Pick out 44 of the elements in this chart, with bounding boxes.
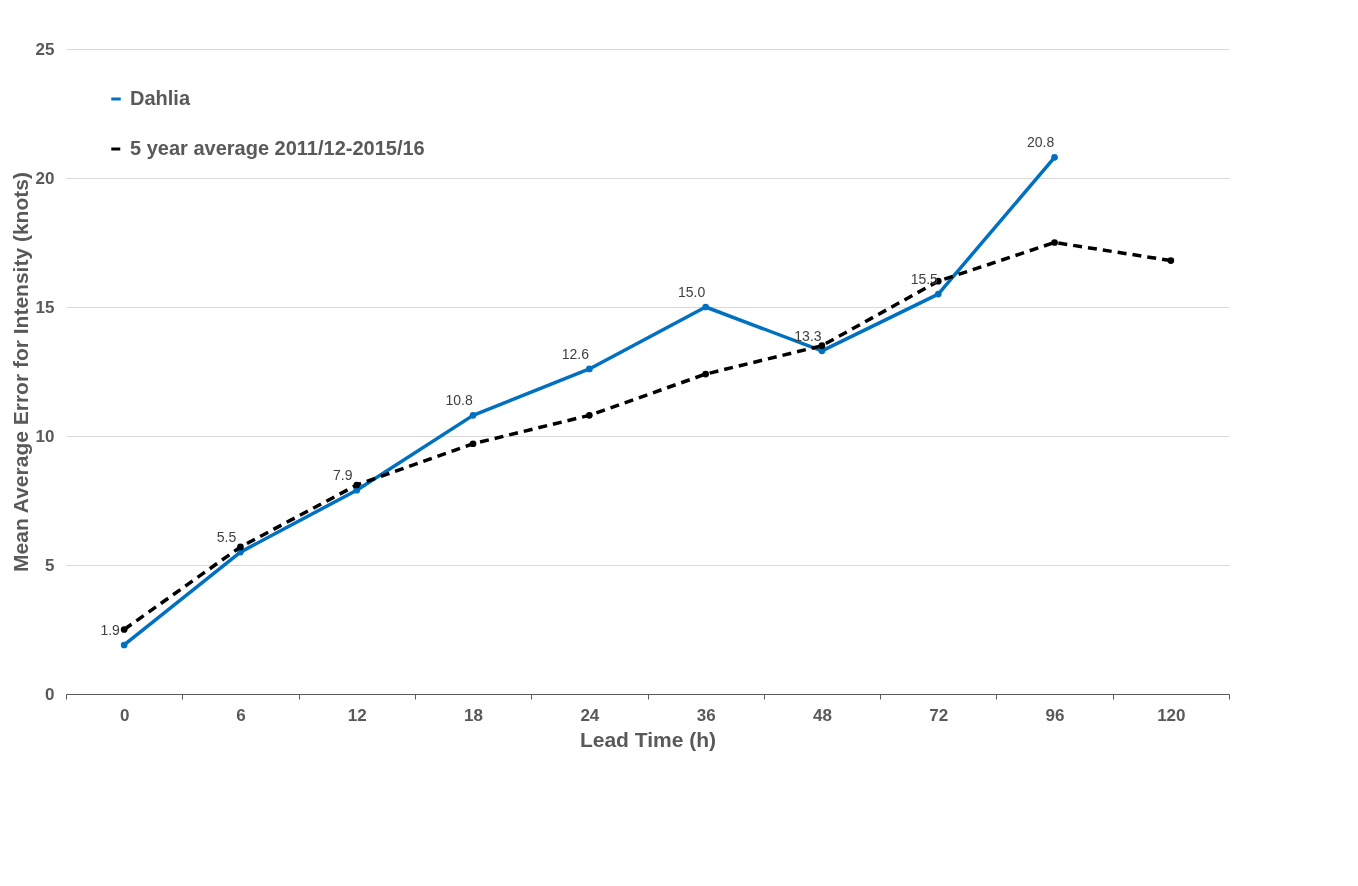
point xyxy=(469,412,477,419)
y-tick-label: 10 xyxy=(35,426,55,446)
point xyxy=(1167,257,1175,264)
legend-label: 5 year average 2011/12-2015/16 xyxy=(130,137,425,159)
point xyxy=(934,290,942,298)
y-axis-title: Mean Average Error for Intensity (knots) xyxy=(8,172,32,572)
x-tick-label: 48 xyxy=(812,705,832,725)
point xyxy=(469,440,477,448)
y-tick-label: 5 xyxy=(45,555,55,575)
data-label: 10.8 xyxy=(445,392,473,409)
x-tick-label: 72 xyxy=(929,705,949,725)
y-tick-label: 15 xyxy=(35,297,55,317)
data-label: 20.8 xyxy=(1026,134,1055,151)
point xyxy=(586,412,593,419)
y-tick-label: 25 xyxy=(35,39,55,59)
legend-label: Dahlia xyxy=(130,87,191,109)
point xyxy=(702,303,709,311)
x-tick-label: 18 xyxy=(464,705,484,725)
x-tick-label: 6 xyxy=(236,705,246,725)
x-tick-label: 24 xyxy=(580,705,600,725)
point xyxy=(1051,239,1058,246)
point xyxy=(237,543,244,551)
data-label: 7.9 xyxy=(333,467,353,484)
data-label: 15.0 xyxy=(678,284,706,300)
data-label: 1.9 xyxy=(100,621,121,638)
point xyxy=(120,626,128,633)
y-tick-label: 0 xyxy=(45,684,55,704)
x-tick-label: 96 xyxy=(1045,705,1065,725)
x-tick-label: 120 xyxy=(1157,705,1186,725)
point xyxy=(353,481,361,489)
point xyxy=(586,365,593,373)
point xyxy=(702,370,709,378)
data-label: 12.6 xyxy=(561,345,590,362)
data-label: 5.5 xyxy=(216,529,237,546)
y-tick-label: 20 xyxy=(35,168,55,188)
point xyxy=(1051,154,1058,161)
x-tick-label: 0 xyxy=(119,705,130,725)
x-axis-title: Lead Time (h) xyxy=(579,727,717,751)
x-tick-label: 12 xyxy=(347,705,367,725)
data-label: 15.5 xyxy=(910,271,939,288)
x-tick-label: 36 xyxy=(696,705,716,725)
point xyxy=(818,342,826,350)
point xyxy=(120,641,128,649)
data-label: 13.3 xyxy=(794,327,822,344)
